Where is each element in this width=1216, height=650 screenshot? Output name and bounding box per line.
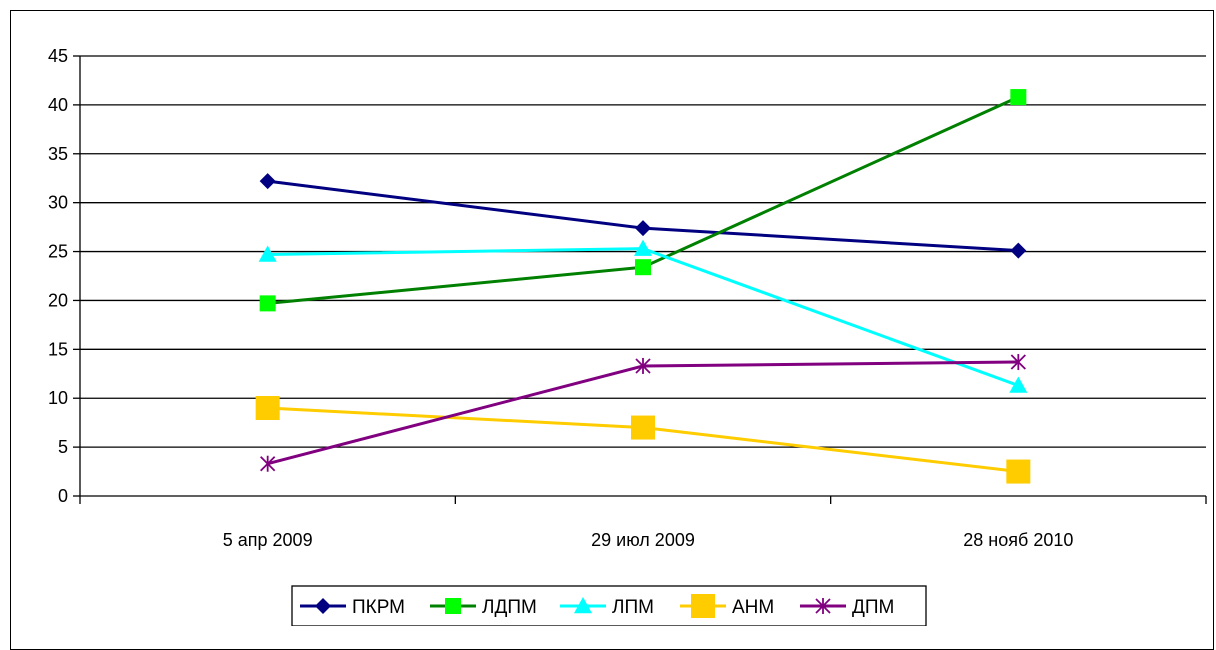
data-point [634, 239, 652, 256]
legend-marker [315, 598, 331, 614]
data-point [631, 415, 655, 440]
data-point [259, 173, 276, 190]
y-tick-label: 30 [48, 193, 68, 213]
chart-frame [10, 10, 1214, 650]
data-point [259, 295, 276, 312]
legend-item: ЛПМ [560, 597, 654, 618]
line-chart: 0 5 10 15 20 25 30 35 40 45 5 апр 2009 29 июл 2009 2… [48, 46, 1207, 626]
legend-marker [815, 598, 831, 614]
data-point [635, 259, 651, 276]
x-tick-label: 28 нояб 2010 [963, 530, 1073, 550]
data-point [1010, 89, 1027, 106]
legend-marker [691, 594, 715, 618]
series-1 [259, 173, 1027, 259]
data-point [1006, 459, 1031, 484]
y-tick-label: 35 [48, 144, 68, 164]
y-tick-label: 10 [48, 388, 68, 408]
legend-item: ПКРМ [300, 597, 405, 618]
series-2 [259, 89, 1027, 312]
legend-label: АНМ [732, 597, 774, 618]
legend-marker [445, 598, 461, 614]
y-axis-tick-labels: 0 5 10 15 20 25 30 35 40 45 [48, 46, 80, 506]
legend-label: ПКРМ [352, 597, 405, 618]
x-axis-tick-labels: 5 апр 2009 29 июл 2009 28 нояб 2010 [79, 496, 1207, 550]
data-point [255, 396, 280, 420]
series-3 [258, 239, 1028, 393]
legend: ПКРМ ЛДПМ ЛПМ АНМ ДПМ [291, 585, 927, 626]
data-point [635, 357, 651, 374]
x-tick-label: 29 июл 2009 [591, 530, 695, 550]
legend-marker [574, 597, 592, 614]
legend-label: ДПМ [852, 597, 894, 618]
y-tick-label: 45 [48, 46, 68, 66]
y-tick-label: 40 [48, 95, 68, 115]
y-tick-label: 15 [48, 339, 68, 359]
legend-item: АНМ [680, 594, 774, 618]
y-tick-label: 5 [58, 437, 68, 457]
x-tick-label: 5 апр 2009 [223, 530, 313, 550]
data-point [1009, 376, 1028, 393]
legend-label: ЛДПМ [482, 597, 537, 618]
series-4 [255, 396, 1031, 484]
y-tick-label: 20 [48, 290, 68, 310]
data-point [260, 455, 276, 472]
y-tick-label: 25 [48, 242, 68, 262]
y-tick-label: 0 [58, 486, 68, 506]
legend-item: ДПМ [800, 597, 894, 618]
data-point [258, 245, 277, 262]
data-point [1010, 242, 1027, 259]
series-5 [260, 354, 1026, 472]
legend-item: ЛДПМ [430, 597, 537, 618]
data-point [635, 220, 651, 237]
legend-label: ЛПМ [612, 597, 654, 618]
data-point [1010, 354, 1026, 371]
